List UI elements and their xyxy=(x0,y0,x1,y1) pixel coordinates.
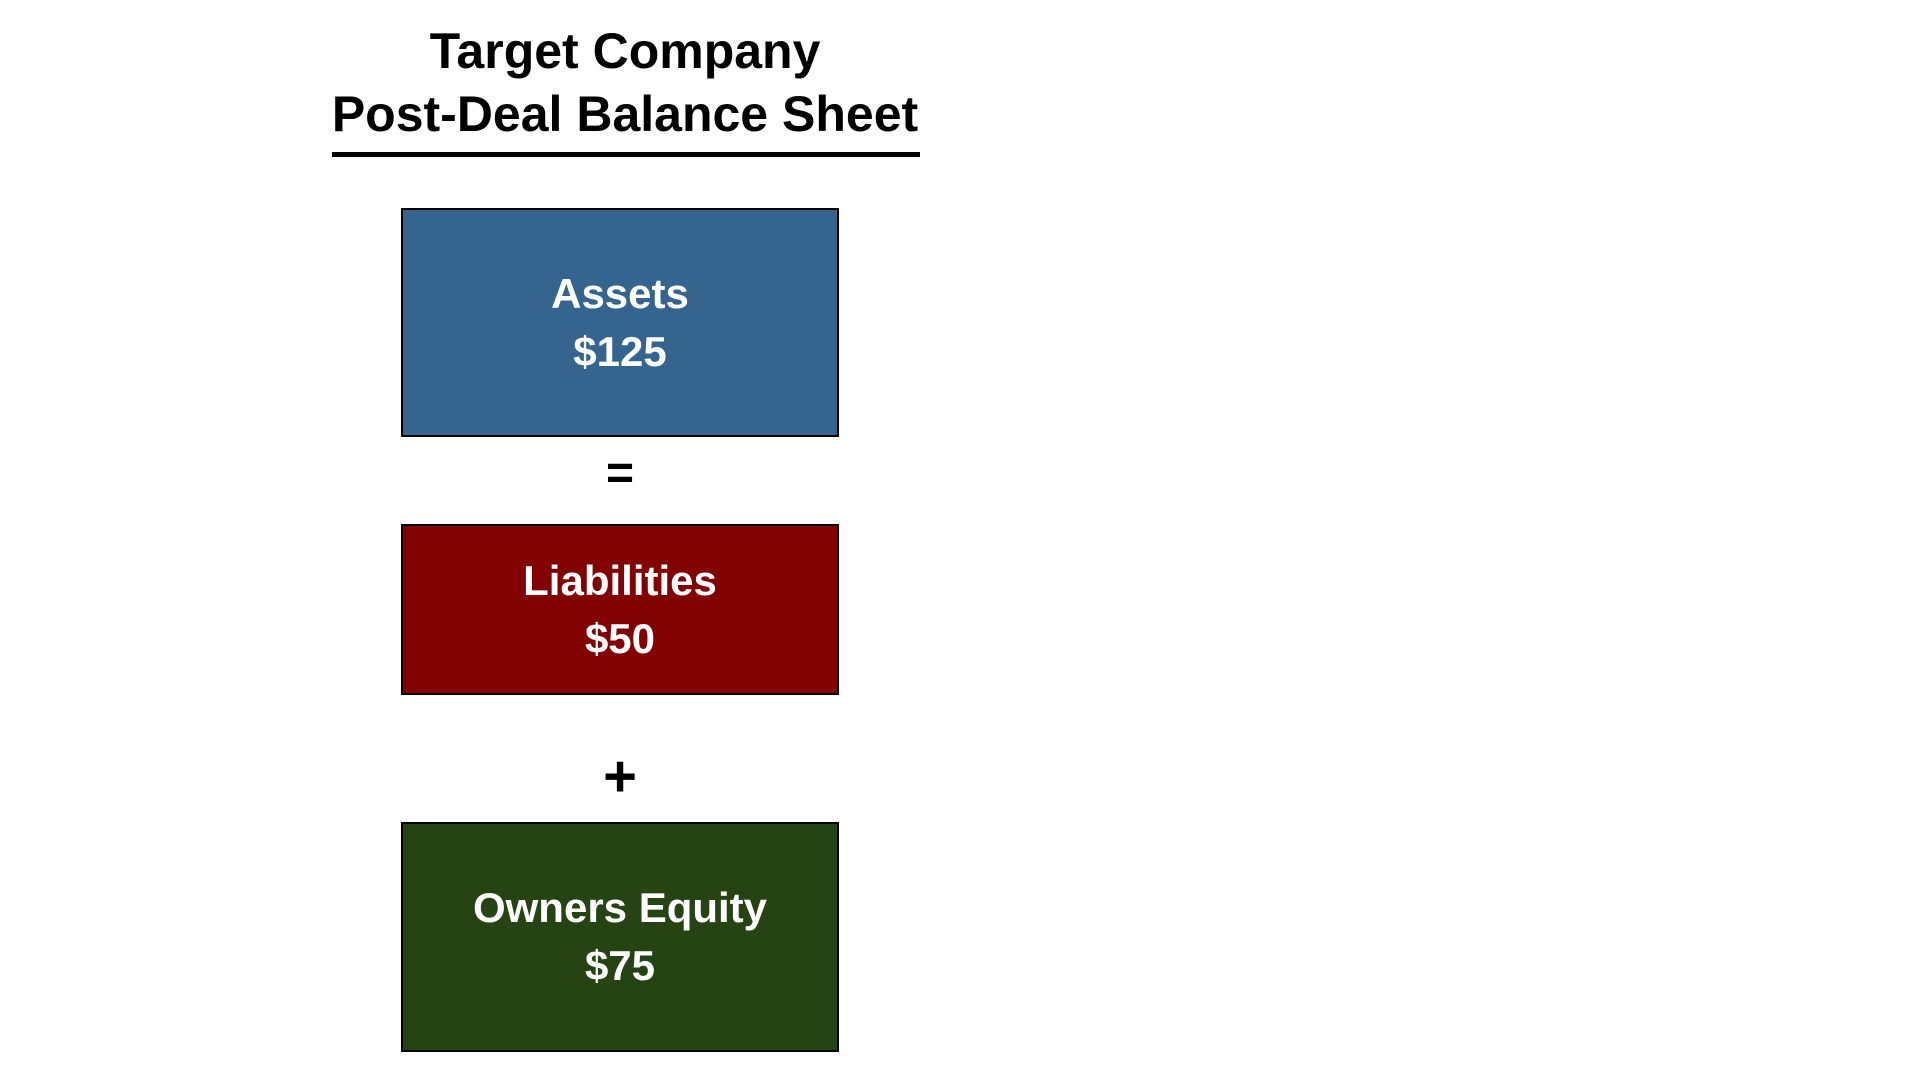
liabilities-box-value: $50 xyxy=(584,614,656,662)
owners-equity-box-value: $75 xyxy=(584,942,656,989)
page-title-line-2: Post-Deal Balance Sheet xyxy=(331,86,919,142)
liabilities-box: Liabilities $50 xyxy=(401,524,839,695)
plus-operator: + xyxy=(603,743,637,809)
liabilities-box-label: Liabilities xyxy=(523,556,717,604)
assets-box-value: $125 xyxy=(573,327,667,375)
owners-equity-box-label: Owners Equity xyxy=(472,884,768,931)
title-underline xyxy=(332,152,920,157)
assets-box-label: Assets xyxy=(551,269,689,317)
assets-box: Assets $125 xyxy=(401,208,839,437)
page-title-line-1: Target Company xyxy=(429,23,821,79)
equals-operator: = xyxy=(605,447,635,500)
page-title: Target Company Post-Deal Balance Sheet xyxy=(300,20,950,146)
owners-equity-box: Owners Equity $75 xyxy=(401,822,839,1052)
